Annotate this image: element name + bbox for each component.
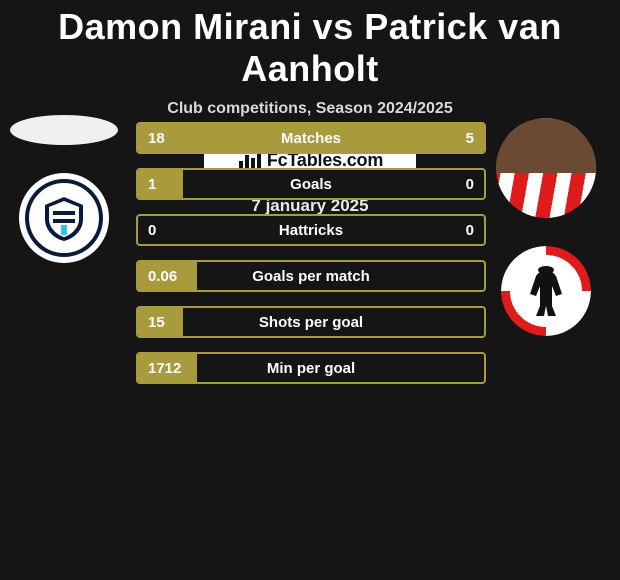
stat-label: Min per goal (138, 354, 484, 382)
stat-label: Hattricks (138, 216, 484, 244)
player-photo-left (10, 115, 118, 145)
stats-panel: 185Matches 10Goals 00Hattricks 0.06Goals pe… (136, 122, 486, 384)
left-player-column (8, 115, 120, 263)
right-player-column (490, 118, 602, 336)
stat-label: Shots per goal (138, 308, 484, 336)
shield-figure-icon (501, 246, 591, 336)
club-crest-right (501, 246, 591, 336)
page-title: Damon Mirani vs Patrick van Aanholt (0, 0, 620, 90)
stat-label: Matches (138, 124, 484, 152)
stat-row: 0.06Goals per match (136, 260, 486, 292)
heracles-crest-icon (25, 179, 103, 257)
player-photo-right (496, 118, 596, 218)
stat-row: 1712Min per goal (136, 352, 486, 384)
sparta-crest-icon (501, 246, 591, 336)
avatar-placeholder-icon (496, 118, 596, 218)
shield-icon (39, 193, 89, 243)
stat-label: Goals (138, 170, 484, 198)
stat-row: 00Hattricks (136, 214, 486, 246)
stat-row: 10Goals (136, 168, 486, 200)
stat-row: 15Shots per goal (136, 306, 486, 338)
stat-row: 185Matches (136, 122, 486, 154)
club-crest-left (19, 173, 109, 263)
stat-label: Goals per match (138, 262, 484, 290)
